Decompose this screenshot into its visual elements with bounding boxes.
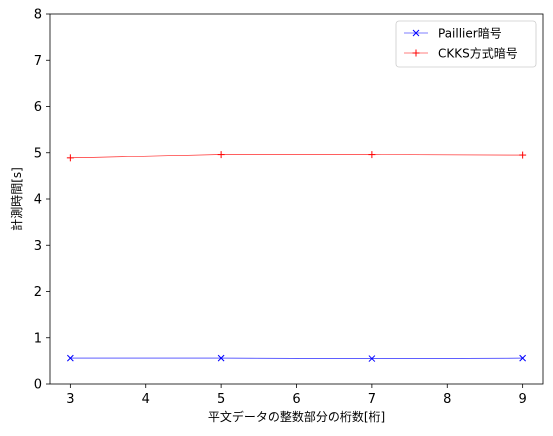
y-tick-label: 1 [34,331,42,346]
data-point [368,151,376,159]
data-point [412,49,420,57]
data-point [66,354,74,362]
x-axis: 3 4 5 6 7 8 9 [66,384,527,407]
x-tick-label: 9 [519,392,527,407]
data-point [66,154,74,162]
legend-item: CKKS方式暗号 [404,46,518,61]
data-point [519,354,527,362]
y-tick-label: 5 [34,146,42,161]
series-line [70,154,523,159]
y-tick-label: 6 [34,100,42,115]
data-point [412,29,420,37]
y-axis-label: 計測時間[s] [9,167,24,231]
y-axis: 0 1 2 3 4 5 6 7 8 [34,8,50,393]
plot-marks [66,151,527,362]
legend-label: CKKS方式暗号 [438,46,518,61]
y-tick-label: 0 [34,378,42,393]
plot-frame [49,13,544,385]
legend-box [395,20,537,68]
data-point [217,354,225,362]
y-tick-label: 4 [34,193,42,208]
x-tick-label: 6 [292,392,300,407]
y-tick-label: 8 [34,8,42,23]
y-tick-label: 3 [34,239,42,254]
series [66,354,527,362]
series [66,151,527,162]
y-tick-label: 2 [34,285,42,300]
data-point [217,151,225,159]
legend: Paillier暗号 CKKS方式暗号 [395,20,537,68]
x-tick-label: 4 [142,392,150,407]
x-tick-label: 3 [66,392,74,407]
y-tick-label: 7 [34,54,42,69]
x-tick-label: 5 [217,392,225,407]
legend-label: Paillier暗号 [438,26,502,41]
x-axis-label: 平文データの整数部分の桁数[桁] [208,409,385,424]
data-point [519,151,527,159]
legend-item: Paillier暗号 [404,26,502,41]
x-tick-label: 8 [443,392,451,407]
x-tick-label: 7 [368,392,376,407]
data-point [368,355,376,362]
